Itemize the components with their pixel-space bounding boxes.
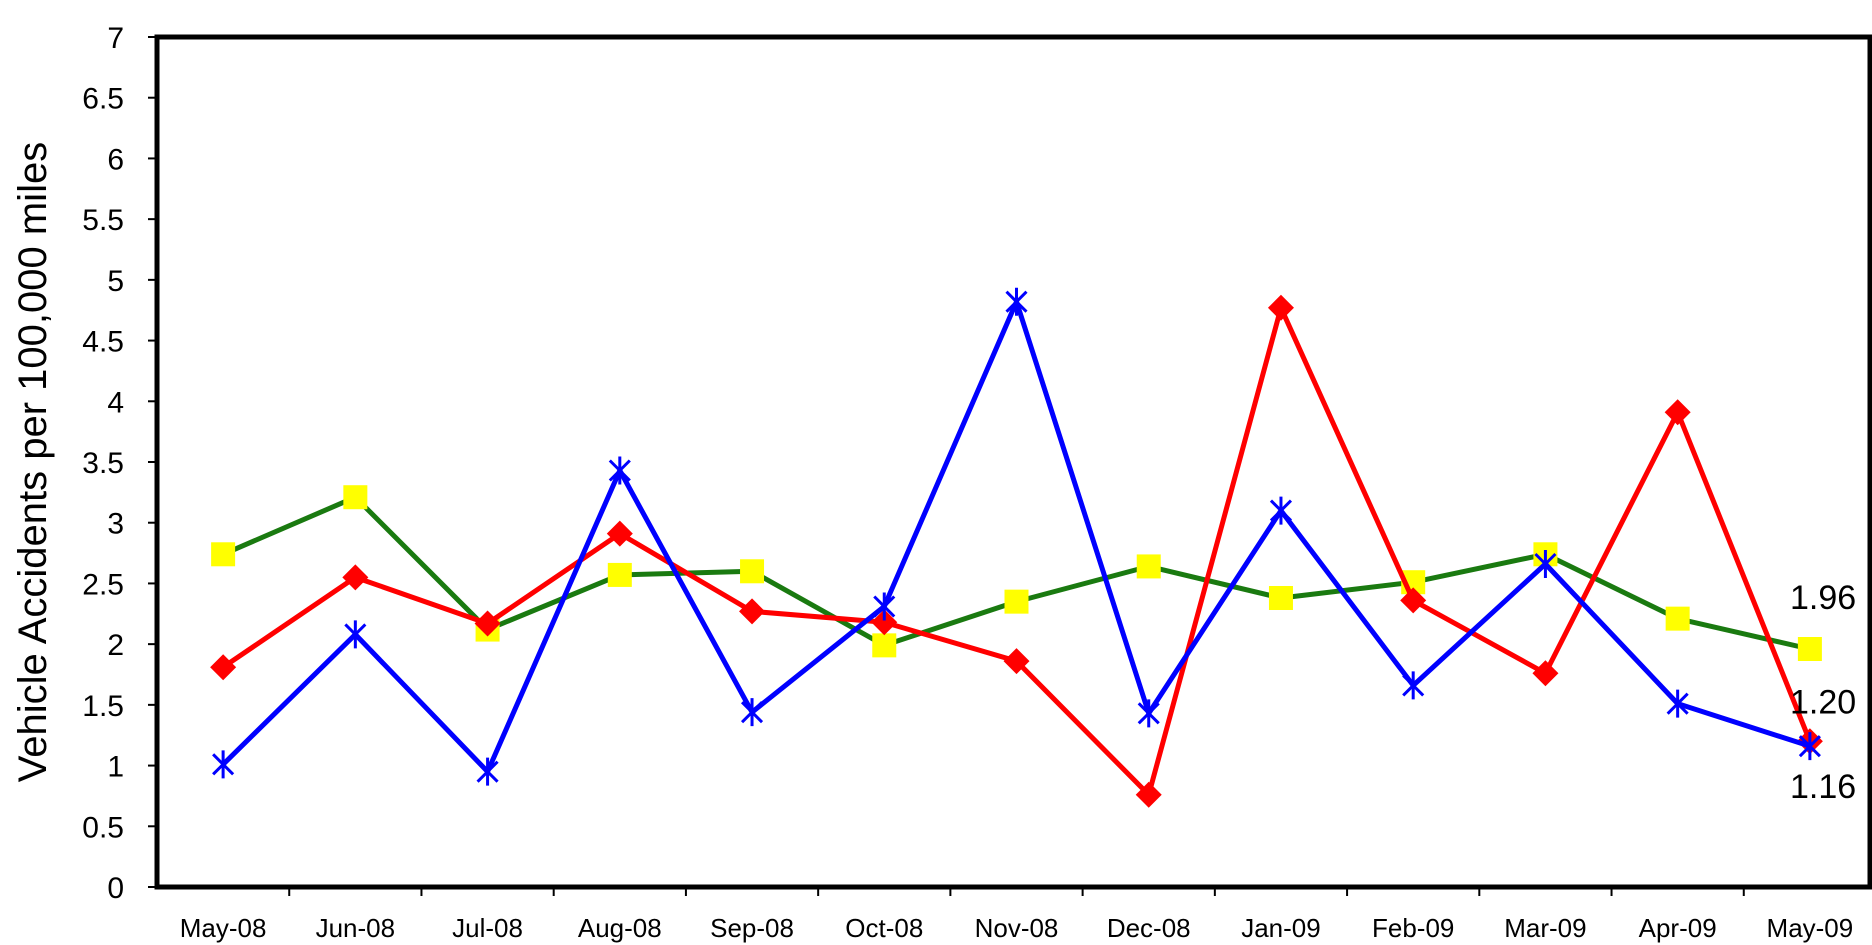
x-tick-label: Apr-09	[1639, 913, 1717, 943]
x-tick-label: Jan-09	[1241, 913, 1321, 943]
data-point	[1004, 589, 1029, 614]
y-axis: 0 0.5 1 1.5 2 2.5 3 3.5 4 4.5 5 5.5 6 6.5 7	[82, 22, 157, 905]
data-point	[210, 654, 237, 681]
x-tick-label: Feb-09	[1372, 913, 1454, 943]
data-point	[1135, 781, 1162, 808]
data-point	[342, 564, 369, 591]
y-tick-label: 0	[107, 872, 124, 905]
y-tick-label: 4	[107, 386, 124, 419]
data-point	[1664, 399, 1691, 426]
series-3	[212, 287, 1821, 786]
data-point	[1005, 287, 1028, 316]
end-value-label: 1.96	[1790, 579, 1856, 617]
x-tick-label: Mar-09	[1504, 913, 1586, 943]
data-point	[344, 620, 367, 649]
data-point	[1136, 554, 1161, 579]
y-tick-label: 1.5	[82, 690, 124, 723]
series-2	[210, 294, 1823, 808]
end-labels: 1.96 1.20 1.16	[1790, 579, 1856, 806]
data-point	[1534, 550, 1557, 578]
data-point	[871, 609, 898, 636]
y-tick-label: 0.5	[82, 811, 124, 844]
x-tick-label: Sep-08	[710, 913, 794, 943]
x-tick-label: May-09	[1767, 913, 1854, 943]
y-tick-label: 6.5	[82, 83, 124, 116]
data-point	[212, 750, 235, 779]
y-tick-label: 7	[107, 22, 124, 55]
x-tick-label: Dec-08	[1107, 913, 1191, 943]
data-point	[1003, 648, 1030, 675]
series-1	[211, 485, 1822, 661]
y-tick-label: 2	[107, 629, 124, 662]
series-layer	[210, 287, 1823, 808]
x-tick-label: Jun-08	[316, 913, 396, 943]
data-point	[739, 598, 766, 625]
data-point	[474, 610, 501, 637]
x-tick-label: May-08	[180, 913, 267, 943]
y-tick-label: 3	[107, 508, 124, 541]
data-point	[1268, 586, 1293, 610]
y-tick-label: 2.5	[82, 568, 124, 601]
data-point	[872, 633, 897, 658]
data-point	[211, 542, 236, 567]
data-point	[1666, 689, 1689, 718]
end-value-label: 1.16	[1790, 768, 1856, 806]
data-point	[1402, 671, 1425, 700]
data-point	[1532, 660, 1559, 687]
data-point	[607, 562, 632, 587]
data-point	[1797, 637, 1822, 661]
x-tick-label: Nov-08	[975, 913, 1059, 943]
x-tick-label: Aug-08	[578, 913, 662, 943]
data-point	[1798, 732, 1821, 761]
series-line	[221, 305, 1813, 798]
x-tick-label: Oct-08	[845, 913, 923, 943]
x-axis: May-08 Jun-08 Jul-08 Aug-08 Sep-08 Oct-08 Nov-…	[180, 887, 1853, 943]
data-point	[606, 520, 633, 547]
data-point	[873, 592, 896, 621]
x-tick-label: Jul-08	[452, 913, 523, 943]
plot-border	[154, 34, 1872, 890]
y-tick-label: 5.5	[82, 204, 124, 237]
data-point	[476, 757, 499, 786]
plot-frame	[154, 34, 1872, 890]
series-line	[221, 299, 1811, 775]
end-value-label: 1.20	[1790, 683, 1856, 721]
data-point	[1400, 587, 1427, 614]
data-point	[1137, 699, 1160, 728]
y-axis-label: Vehicle Accidents per 100,000 miles	[11, 142, 55, 782]
data-point	[740, 559, 765, 584]
data-point	[1267, 294, 1294, 321]
y-tick-label: 5	[107, 265, 124, 298]
y-tick-label: 3.5	[82, 447, 124, 480]
y-tick-label: 6	[107, 143, 124, 176]
y-tick-label: 4.5	[82, 326, 124, 359]
data-point	[608, 456, 631, 485]
data-point	[740, 698, 764, 727]
data-point	[1665, 606, 1690, 631]
data-point	[343, 485, 368, 510]
data-point	[1269, 496, 1293, 525]
y-tick-label: 1	[107, 751, 124, 784]
